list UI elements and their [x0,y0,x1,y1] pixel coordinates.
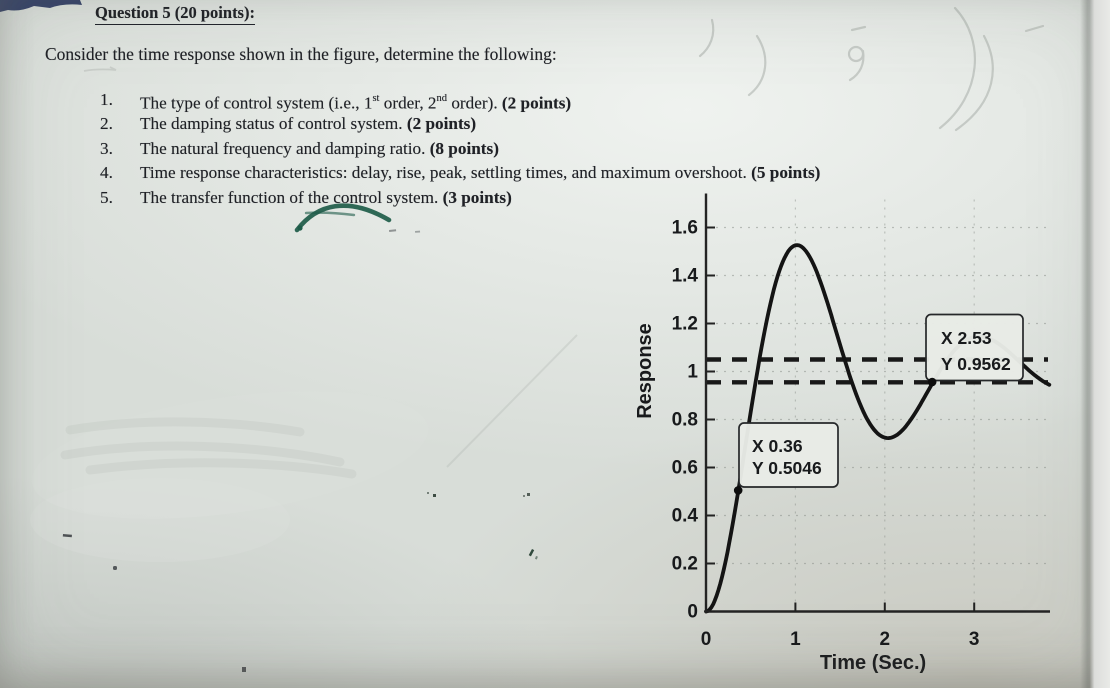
pencil-arc [747,34,767,97]
item-number: 4. [100,163,113,183]
pencil-arc [938,6,976,130]
item-text: order). [447,93,502,113]
curve-marker-dot [927,377,937,387]
y-tick-label: 1 [687,362,698,383]
y-axis-label: Response [634,323,656,419]
item-number: 2. [100,114,113,134]
x-tick-labels: 0 1 2 3 [701,629,980,650]
datatip-box [738,422,839,488]
gridlines [708,196,1050,610]
y-tick-label: 1.4 [672,266,699,287]
pencil-arrow [83,66,117,72]
list-item-1: 1. The type of control system (i.e., 1st … [100,88,820,113]
pencil-scratch [446,334,578,468]
superscript-st: st [372,93,380,104]
y-tick-label: 1.2 [672,314,698,335]
pencil-scribbles [698,6,1045,132]
item-points: (8 points) [429,138,499,158]
pencil-arc [954,34,994,132]
blue-corner-stamp-fragment [0,0,82,12]
item-points: (2 points) [406,114,477,134]
photo-right-edge [1080,0,1110,688]
axis-ticks [705,226,976,613]
y-tick-label: 1.6 [672,218,698,239]
superscript-nd: nd [436,93,448,104]
list-item-4: 4. Time response characteristics: delay, … [100,161,820,185]
y-tick-label: 0.6 [672,458,698,479]
x-tick-label: 3 [969,629,980,650]
list-item-5: 5. The transfer function of the control s… [100,186,820,210]
x-tick-label: 1 [790,629,801,650]
question-list: 1. The type of control system (i.e., 1st … [100,88,820,210]
datatip-y-value: Y 0.9562 [941,354,1011,374]
y-tick-labels: 0 0.2 0.4 0.6 0.8 1 1.2 1.4 1.6 [672,218,699,623]
datatip-x-value: X 2.53 [941,328,992,348]
datatip-box [925,313,1024,382]
pencil-dash [850,25,867,32]
item-text: The damping status of control system. [140,114,407,134]
axes-lines [704,193,1050,613]
x-axis-label: Time (Sec.) [820,652,926,674]
settling-band-dashed-lines [706,357,1048,385]
smudge-streaks [60,417,357,479]
pencil-stroke [698,18,715,58]
question-title: Question 5 (20 points): [95,3,255,25]
question-intro: Consider the time response shown in the … [45,44,557,64]
x-tick-label: 2 [880,629,891,650]
item-points: (3 points) [442,187,512,207]
item-text: The type of control system (i.e., 1 [140,93,373,113]
y-tick-label: 0.4 [672,506,699,527]
pencil-dash [1024,24,1045,33]
item-text: The transfer function of the control sys… [140,187,443,207]
datatip-box-2: X 2.53 Y 0.9562 [925,313,1024,382]
datatip-box-1: X 0.36 Y 0.5046 [738,422,839,488]
pencil-digit-9-tail [848,49,865,82]
x-tick-label: 0 [701,629,712,650]
data-point-markers [733,377,937,495]
ink-specks [62,229,538,672]
curve-marker-dot [733,486,743,495]
item-text: order, 2 [379,93,437,113]
datatip-y-value: Y 0.5046 [752,458,822,478]
item-number: 1. [100,90,113,109]
item-points: (2 points) [501,93,572,113]
item-points: (5 points) [751,163,821,183]
list-item-3: 3. The natural frequency and damping rati… [100,137,820,161]
y-tick-label: 0.2 [672,554,698,575]
eraser-smudge [31,391,429,519]
y-tick-label: 0.8 [672,410,698,431]
datatip-x-value: X 0.36 [752,436,803,456]
item-text: Time response characteristics: delay, ri… [140,163,752,183]
y-tick-label: 0 [687,602,698,623]
item-text: The natural frequency and damping ratio. [140,138,430,158]
eraser-smudge [30,478,290,562]
item-number: 3. [100,138,113,158]
list-item-2: 2. The damping status of control system. … [100,112,820,136]
item-number: 5. [100,187,113,207]
green-pen-mark [294,203,392,233]
